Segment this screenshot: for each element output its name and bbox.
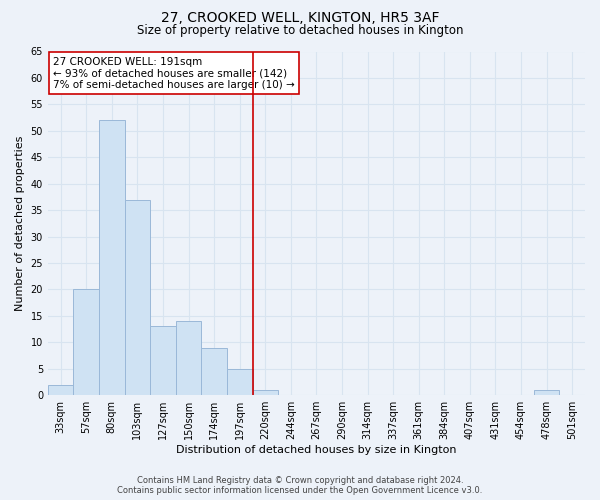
Text: Size of property relative to detached houses in Kington: Size of property relative to detached ho… [137,24,463,37]
Bar [227,369,253,395]
Y-axis label: Number of detached properties: Number of detached properties [15,136,25,311]
Bar [534,390,559,395]
Bar [73,290,99,395]
Bar [125,200,150,395]
X-axis label: Distribution of detached houses by size in Kington: Distribution of detached houses by size … [176,445,457,455]
Text: 27, CROOKED WELL, KINGTON, HR5 3AF: 27, CROOKED WELL, KINGTON, HR5 3AF [161,11,439,25]
Bar [253,390,278,395]
Bar [48,384,73,395]
Bar [99,120,125,395]
Bar [202,348,227,395]
Bar [176,321,202,395]
Text: 27 CROOKED WELL: 191sqm
← 93% of detached houses are smaller (142)
7% of semi-de: 27 CROOKED WELL: 191sqm ← 93% of detache… [53,56,295,90]
Text: Contains HM Land Registry data © Crown copyright and database right 2024.
Contai: Contains HM Land Registry data © Crown c… [118,476,482,495]
Bar [150,326,176,395]
